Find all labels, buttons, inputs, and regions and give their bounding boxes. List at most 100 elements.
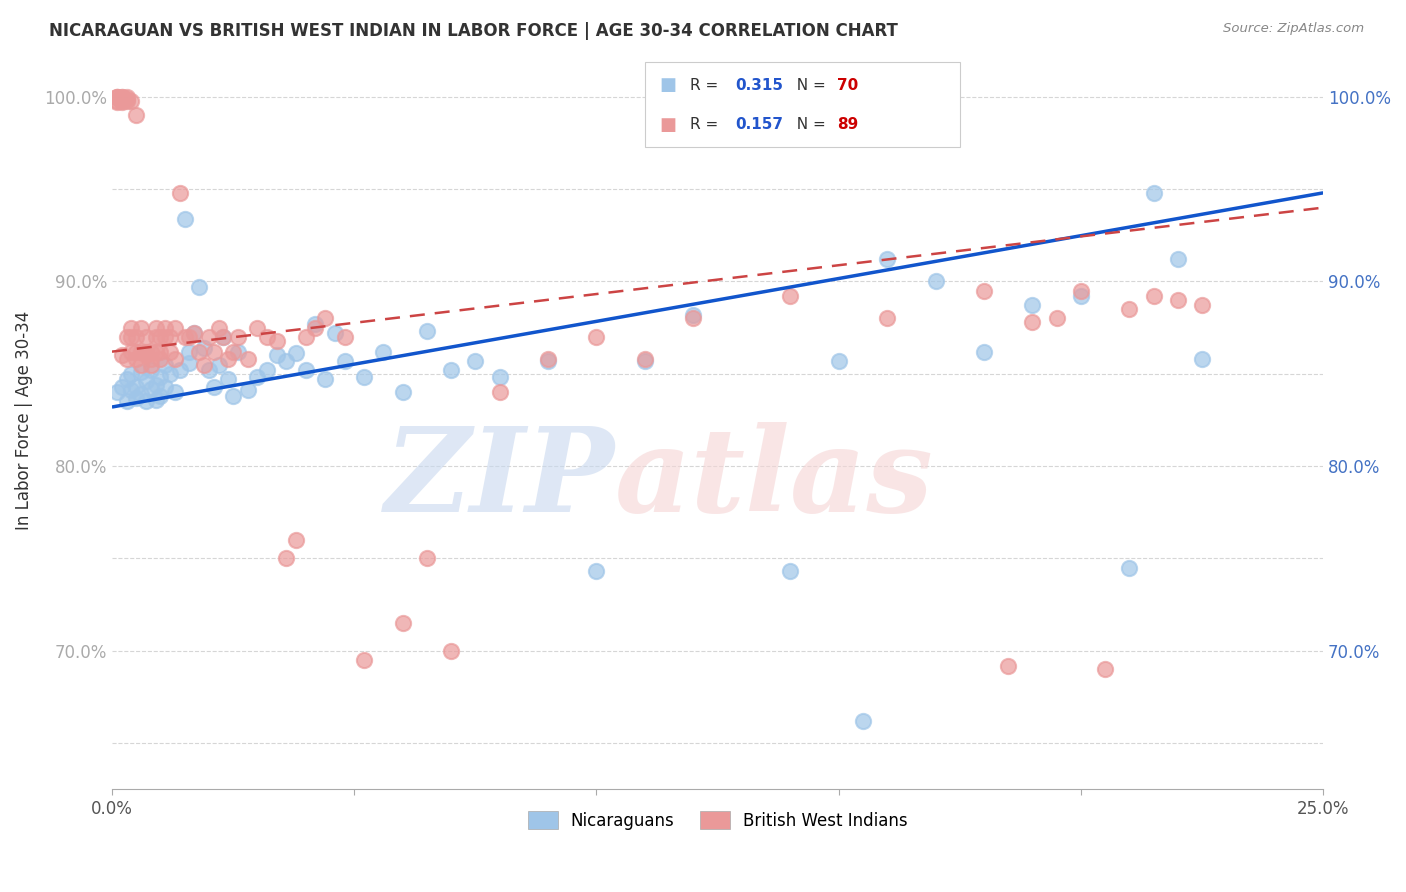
Point (876, 252, 898, 267)
Point (159, 330, 181, 344)
Point (222, 344, 245, 359)
Point (111, 90, 134, 104)
Point (163, 320, 186, 334)
Point (217, 372, 239, 386)
Point (120, 384, 142, 398)
Point (145, 330, 167, 344)
Point (105, 94, 128, 108)
Point (1118, 560, 1140, 574)
Point (222, 389, 245, 403)
Point (135, 348, 157, 362)
Point (188, 344, 211, 359)
Point (193, 358, 215, 372)
Point (139, 344, 162, 359)
Y-axis label: In Labor Force | Age 30-34: In Labor Force | Age 30-34 (15, 310, 32, 530)
Point (155, 330, 177, 344)
Point (135, 330, 157, 344)
Point (163, 385, 186, 400)
Point (217, 351, 239, 366)
Point (159, 367, 181, 381)
Point (111, 348, 134, 362)
Point (139, 382, 162, 396)
Point (212, 330, 235, 344)
Point (304, 320, 326, 334)
Point (256, 330, 278, 344)
Point (634, 354, 657, 368)
Point (1094, 662, 1116, 676)
Point (129, 365, 152, 379)
Point (294, 330, 316, 344)
Point (537, 351, 560, 366)
Point (125, 380, 148, 394)
Point (105, 90, 128, 104)
Point (155, 380, 177, 394)
Point (236, 351, 259, 366)
Point (155, 358, 177, 372)
Point (333, 354, 356, 368)
Point (314, 311, 336, 326)
Point (488, 370, 510, 384)
Point (1167, 293, 1189, 307)
Point (105, 385, 128, 400)
Point (111, 94, 134, 108)
Point (183, 326, 205, 341)
Point (149, 370, 172, 384)
Point (207, 358, 229, 372)
Text: 89: 89 (838, 117, 859, 132)
Text: N =: N = (786, 117, 830, 132)
Point (111, 95, 134, 110)
Point (236, 384, 259, 398)
Point (149, 344, 172, 359)
Point (246, 370, 269, 384)
Point (179, 356, 201, 370)
Point (159, 344, 181, 359)
Point (120, 330, 142, 344)
Point (173, 211, 195, 226)
Point (1070, 289, 1092, 303)
Point (585, 330, 607, 344)
Point (183, 326, 205, 341)
Point (135, 394, 157, 409)
Point (115, 372, 138, 386)
Point (125, 351, 148, 366)
Point (135, 344, 157, 359)
Text: Source: ZipAtlas.com: Source: ZipAtlas.com (1223, 22, 1364, 36)
Point (129, 387, 152, 401)
Text: NICARAGUAN VS BRITISH WEST INDIAN IN LABOR FORCE | AGE 30-34 CORRELATION CHART: NICARAGUAN VS BRITISH WEST INDIAN IN LAB… (49, 22, 898, 40)
Legend: Nicaraguans, British West Indians: Nicaraguans, British West Indians (520, 805, 914, 837)
Point (139, 351, 162, 366)
Point (145, 392, 167, 407)
Point (1191, 298, 1213, 312)
Point (115, 90, 138, 104)
Point (294, 363, 316, 377)
Point (125, 391, 148, 405)
Point (193, 341, 215, 355)
Point (852, 714, 875, 728)
Point (115, 92, 138, 106)
Point (973, 344, 995, 359)
Point (226, 344, 249, 359)
Point (120, 344, 142, 359)
Point (416, 324, 439, 338)
Point (1142, 289, 1164, 303)
Point (173, 330, 195, 344)
Point (682, 308, 704, 322)
Point (149, 351, 172, 366)
Point (155, 320, 177, 334)
Text: 70: 70 (838, 78, 859, 93)
Point (391, 615, 413, 630)
Point (1167, 252, 1189, 267)
Point (129, 344, 152, 359)
Point (120, 367, 142, 381)
Text: N =: N = (786, 78, 830, 93)
Point (115, 394, 138, 409)
Point (149, 330, 172, 344)
Point (997, 658, 1019, 673)
Point (827, 354, 849, 368)
Text: atlas: atlas (614, 422, 934, 536)
Bar (645, 62, 960, 146)
Point (115, 330, 138, 344)
Point (115, 351, 138, 366)
Point (105, 95, 128, 110)
Point (537, 354, 560, 368)
